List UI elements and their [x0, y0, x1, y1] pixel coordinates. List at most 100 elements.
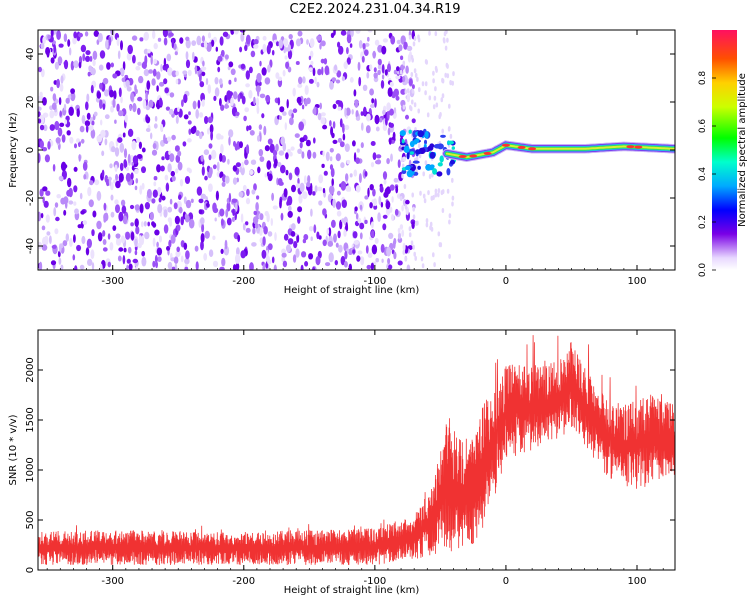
noise-dot — [104, 114, 110, 120]
noise-dot — [307, 175, 311, 184]
noise-dot — [73, 31, 78, 39]
noise-dot — [387, 127, 391, 136]
noise-dot — [142, 99, 147, 109]
noise-dot — [184, 257, 190, 265]
noise-dot — [54, 202, 59, 208]
noise-dot — [401, 229, 405, 237]
noise-dot — [153, 181, 157, 187]
noise-dot — [400, 64, 405, 70]
noise-dot — [83, 174, 87, 180]
noise-dot — [360, 142, 364, 149]
noise-dot — [184, 266, 189, 270]
noise-dot — [384, 69, 388, 76]
noise-dot — [225, 208, 229, 218]
noise-dot — [144, 202, 150, 210]
noise-dot — [96, 135, 103, 143]
noise-dot — [323, 170, 328, 176]
noise-dot — [424, 81, 428, 87]
noise-dot — [224, 239, 228, 250]
noise-dot — [175, 70, 179, 77]
noise-dot — [131, 165, 135, 171]
noise-dot — [399, 224, 404, 230]
noise-dot — [452, 71, 455, 77]
noise-dot — [55, 137, 61, 144]
noise-dot — [373, 72, 378, 79]
noise-dot — [331, 219, 336, 228]
noise-dot — [217, 66, 221, 73]
noise-dot — [249, 262, 254, 270]
noise-dot — [307, 149, 312, 160]
noise-dot — [169, 92, 175, 98]
noise-dot — [410, 54, 414, 60]
noise-dot — [58, 257, 62, 265]
noise-dot — [163, 134, 166, 144]
noise-dot — [152, 68, 157, 77]
noise-dot — [382, 214, 388, 219]
noise-dot — [361, 55, 365, 63]
noise-dot — [287, 238, 294, 245]
noise-dot — [364, 49, 369, 56]
noise-dot — [200, 154, 204, 162]
noise-dot — [158, 197, 162, 203]
noise-dot — [171, 266, 176, 270]
noise-dot — [102, 247, 108, 252]
noise-dot — [289, 151, 293, 157]
noise-dot — [411, 84, 415, 90]
noise-dot — [87, 186, 92, 197]
noise-dot — [283, 38, 289, 47]
noise-dot — [253, 39, 259, 45]
noise-dot — [50, 260, 57, 266]
noise-dot — [115, 233, 121, 239]
noise-dot — [391, 214, 394, 221]
noise-dot — [39, 124, 45, 131]
noise-dot — [343, 261, 348, 268]
noise-dot — [151, 221, 155, 227]
noise-dot — [344, 107, 347, 118]
noise-dot — [256, 72, 262, 83]
noise-dot — [39, 140, 44, 149]
noise-dot — [80, 210, 85, 215]
noise-dot — [244, 107, 249, 113]
noise-dot — [188, 168, 192, 174]
noise-dot — [72, 254, 76, 261]
noise-dot — [367, 30, 373, 33]
noise-dot — [314, 76, 317, 84]
noise-dot — [245, 144, 250, 154]
noise-dot — [441, 189, 445, 195]
noise-dot — [201, 166, 205, 176]
noise-dot — [370, 221, 374, 229]
colorbar-ticks: 0.0 0.2 0.4 0.6 0.8 Normalized spectral ampli… — [698, 71, 748, 278]
noise-dot — [161, 195, 166, 201]
noise-dot — [356, 255, 361, 262]
noise-dot — [200, 240, 204, 251]
noise-dot — [100, 119, 103, 126]
onset-dot — [401, 169, 407, 174]
noise-dot — [135, 266, 138, 270]
noise-dot — [335, 242, 339, 248]
onset-dot — [440, 134, 446, 138]
noise-dot — [359, 204, 363, 210]
noise-dot — [341, 199, 347, 208]
noise-dot — [389, 184, 395, 191]
noise-dot — [321, 163, 325, 168]
noise-dot — [333, 30, 336, 36]
noise-dot — [92, 50, 98, 60]
noise-dot — [287, 49, 293, 60]
noise-dot — [331, 132, 335, 139]
noise-dot — [57, 127, 63, 137]
noise-dot — [382, 223, 387, 231]
noise-dot — [69, 136, 74, 144]
noise-dot — [282, 260, 288, 268]
noise-dot — [287, 66, 292, 73]
noise-dot — [101, 169, 105, 178]
noise-dot — [157, 203, 163, 214]
noise-dot — [68, 106, 74, 117]
noise-dot — [448, 126, 451, 132]
noise-dot — [267, 231, 273, 237]
noise-dot — [232, 165, 238, 172]
noise-dot — [204, 230, 210, 239]
noise-dot — [222, 31, 229, 37]
noise-dot — [54, 120, 60, 131]
noise-dot — [88, 125, 94, 131]
